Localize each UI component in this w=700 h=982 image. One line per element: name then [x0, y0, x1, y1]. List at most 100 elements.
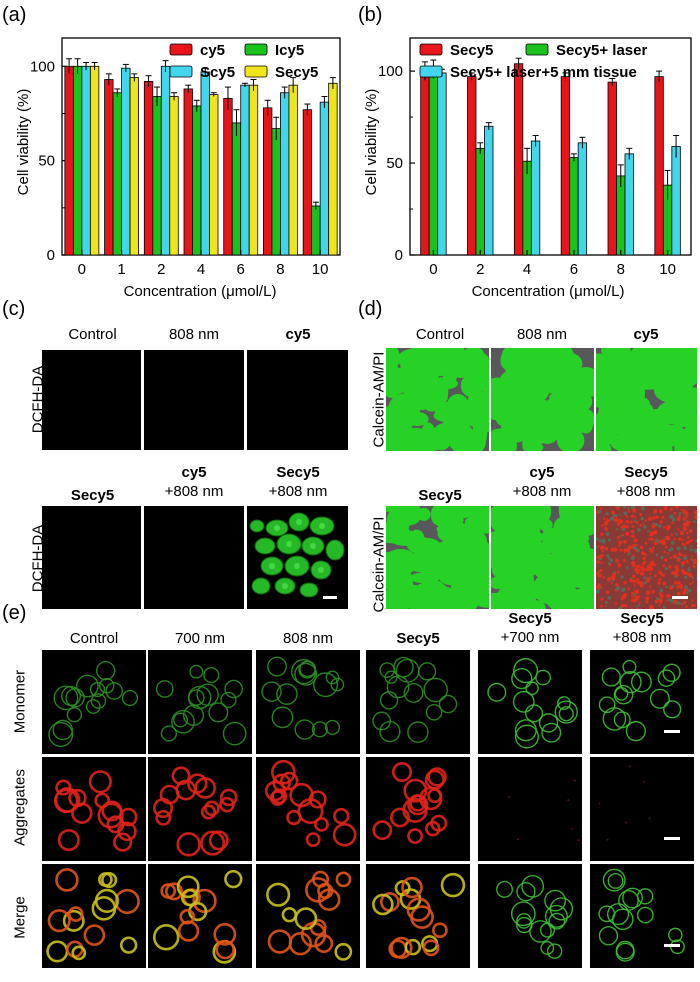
dead-cell-dot: [618, 540, 623, 545]
cell-image: [372, 761, 448, 845]
dead-cell-dot: [609, 563, 612, 567]
dead-cell-dot: [640, 516, 644, 521]
live-cell-cluster: [684, 358, 697, 386]
dead-cell-dot: [682, 526, 687, 531]
dead-cell-dot: [641, 562, 646, 566]
dead-cell-dot: [599, 507, 603, 510]
dead-cell-dot: [643, 581, 647, 585]
live-cell-cluster: [388, 580, 418, 609]
dead-cell-dot: [678, 511, 682, 515]
e-image-3-1: [42, 864, 146, 968]
cell-outline: [335, 871, 352, 888]
dead-cell-dot: [612, 579, 615, 582]
bar: [420, 70, 430, 256]
dead-cell-dot: [639, 523, 643, 527]
bar: [152, 96, 162, 256]
bar: [248, 84, 259, 256]
dead-cell-dot: [620, 604, 625, 608]
dead-cell-dot: [681, 508, 684, 512]
dead-cell-dot: [675, 568, 680, 573]
bar: [671, 146, 681, 256]
live-cell-cluster: [468, 506, 489, 519]
dead-cell-dot: [598, 554, 603, 559]
faint-spot: [606, 838, 609, 841]
cell-outline: [554, 700, 578, 724]
c-col5-label: cy5: [181, 464, 207, 481]
dead-cell-dot: [647, 529, 650, 533]
dead-cell-dot: [684, 605, 688, 609]
cell-outline: [440, 872, 466, 898]
bar: [328, 82, 338, 256]
bar: [72, 65, 83, 256]
panel-label-d: (d): [358, 298, 383, 320]
faint-spot: [598, 802, 601, 805]
cell-outline: [46, 940, 69, 963]
dead-cell-dot: [604, 523, 608, 527]
cell-outline: [294, 719, 315, 740]
dead-cell-dot: [649, 533, 654, 537]
dead-cell-dot: [659, 588, 664, 593]
dead-cell-dot: [625, 515, 629, 518]
cell-outline: [67, 906, 84, 922]
cell-outline: [305, 832, 321, 848]
d-image-cy5: [596, 348, 697, 451]
bar: [513, 63, 524, 256]
cell-outline: [196, 683, 219, 706]
live-cell-cluster: [596, 413, 610, 424]
dead-cell-dot: [618, 520, 621, 523]
cell-image: [598, 765, 651, 841]
live-cell-cluster: [451, 433, 484, 451]
dead-cell-dot: [642, 522, 645, 525]
bar: [231, 122, 242, 256]
dead-cell-dot: [631, 534, 635, 538]
d-image-808nm: [491, 348, 594, 451]
dead-cell-dot: [609, 558, 614, 563]
dead-cell-dot: [610, 547, 615, 552]
dead-cell-dot: [622, 524, 626, 529]
bar: [530, 140, 541, 256]
scale-bar: [664, 837, 680, 840]
dead-cell-dot: [683, 571, 688, 575]
cell-outline: [607, 903, 630, 926]
dead-cell-dot: [614, 518, 619, 523]
e-image-2-1: [42, 757, 146, 861]
cell-outline: [311, 721, 328, 738]
dead-cell-dot: [681, 569, 685, 573]
dead-cell-dot: [667, 552, 670, 555]
live-cell-cluster: [659, 348, 692, 372]
dead-cell-dot: [667, 594, 671, 598]
legend-label: Secy5+ laser+5 mm tissue: [450, 64, 637, 81]
bar: [288, 84, 298, 256]
bar: [467, 76, 477, 256]
bar: [311, 205, 321, 256]
dead-cell-dot: [678, 537, 682, 541]
cell-outline: [379, 662, 395, 678]
cell-image: [46, 868, 140, 963]
dead-cell-dot: [632, 579, 636, 583]
dead-cell-dot: [674, 565, 679, 570]
dead-cell-dot: [668, 565, 672, 569]
panel-label-a: (a): [2, 4, 27, 26]
live-cells-texture: [491, 506, 594, 609]
cell-outline: [173, 712, 189, 728]
dead-cell-dot: [661, 515, 665, 519]
e-col6-label-2: +808 nm: [612, 629, 672, 646]
cell-outline: [615, 940, 635, 960]
cell-outline: [200, 830, 226, 856]
e-image-2-4: [366, 757, 470, 861]
dead-cell-dot: [625, 566, 629, 569]
cell-outline: [204, 800, 220, 817]
live-cell-cluster: [683, 421, 697, 447]
dead-cell-dot: [662, 564, 666, 568]
legend-swatch: [244, 65, 268, 78]
cell-outline: [48, 721, 74, 748]
cell-outline: [271, 788, 288, 805]
dead-cell-dot: [634, 567, 639, 572]
dead-cell-dot: [683, 600, 687, 604]
dead-cell-dot: [684, 511, 689, 516]
dead-cell-dot: [627, 510, 631, 513]
cell-outline: [266, 882, 291, 907]
dead-cell-dot: [662, 605, 666, 609]
dead-cell-dot: [682, 522, 687, 527]
dead-cell-dot: [615, 586, 621, 591]
